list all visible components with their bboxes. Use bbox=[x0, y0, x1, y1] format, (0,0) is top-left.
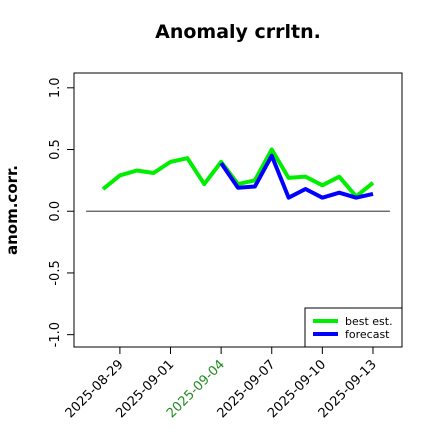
y-tick-label: -1.0 bbox=[48, 322, 63, 347]
y-tick-label: 0.5 bbox=[48, 139, 63, 160]
series-line bbox=[101, 147, 375, 199]
legend-label: forecast bbox=[345, 328, 390, 341]
chart-title: Anomaly crrltn. bbox=[155, 21, 321, 43]
y-tick-label: 1.0 bbox=[48, 77, 63, 98]
plot-frame bbox=[73, 72, 403, 348]
y-axis-label: anom.corr. bbox=[3, 165, 21, 255]
series-line bbox=[219, 153, 374, 200]
y-tick-label: 0.0 bbox=[48, 201, 63, 222]
legend-box bbox=[304, 307, 403, 348]
legend-label: best est. bbox=[345, 315, 393, 328]
y-tick-label: -0.5 bbox=[48, 260, 63, 285]
